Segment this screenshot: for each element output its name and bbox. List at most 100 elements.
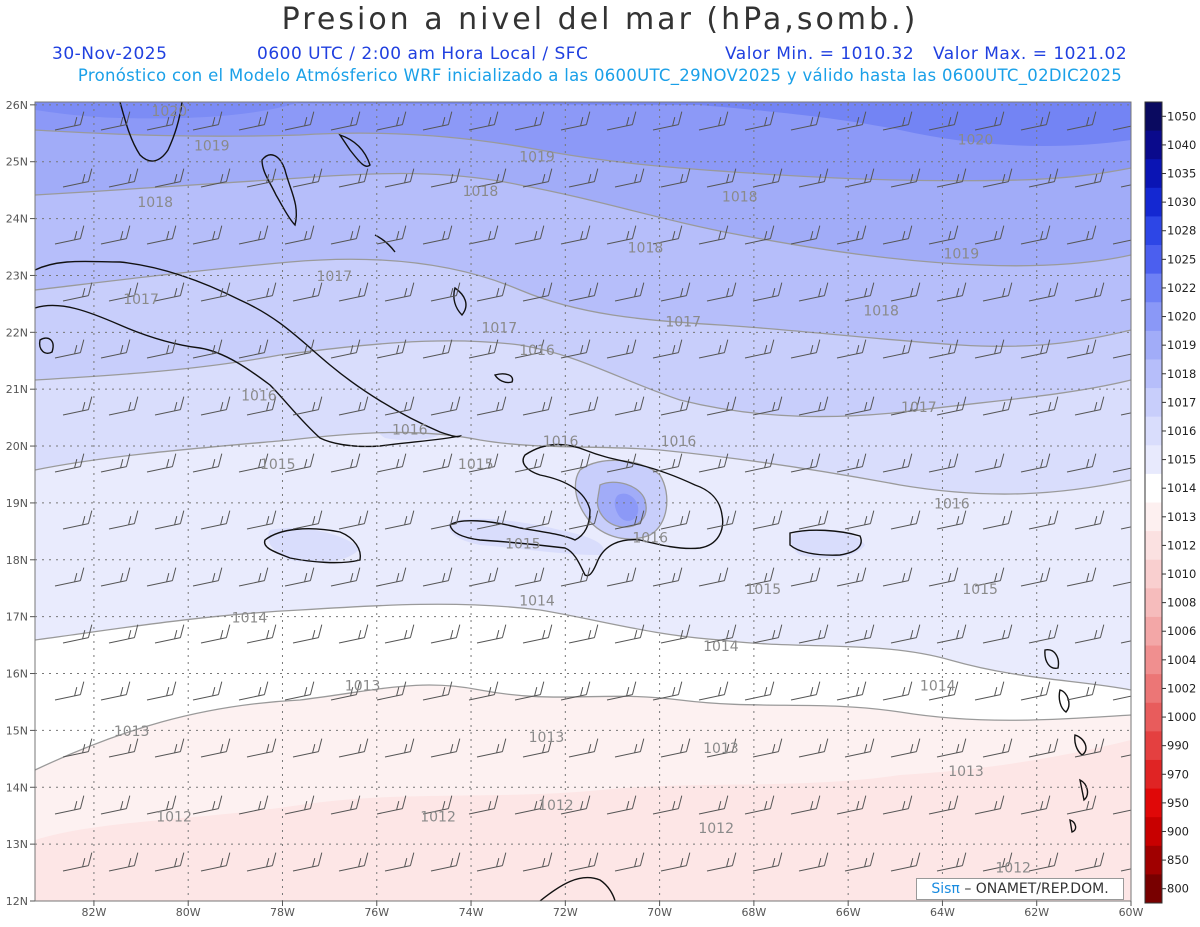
contour-label: 1012 (538, 798, 574, 814)
coast-hispaniola (449, 443, 724, 577)
band-1013 (35, 684, 1131, 840)
wind-barb (706, 396, 737, 416)
lat-tick-label: 12N (6, 895, 28, 908)
wind-barb (928, 453, 959, 473)
wind-barb (836, 453, 867, 473)
contour-label: 1013 (529, 730, 565, 746)
wind-barb (836, 567, 867, 587)
wind-barb (928, 339, 959, 359)
wind-barb (836, 795, 867, 815)
wind-barb (606, 339, 637, 359)
wind-barb (614, 282, 645, 302)
lat-axis: 26N 25N 24N 23N 22N 21N 20N 19N 18N 17N 16N 15N 14N 1… (6, 99, 35, 908)
wind-barb (422, 681, 453, 701)
wind-barb (568, 738, 599, 758)
contour-label: 1017 (482, 320, 518, 336)
wind-barb (154, 510, 185, 530)
contour-label: 1015 (962, 582, 998, 598)
wind-barb (200, 168, 231, 188)
wind-barb (292, 624, 323, 644)
wind-barb (246, 396, 277, 416)
wind-barb (330, 225, 361, 245)
wind-barb (1120, 181, 1131, 188)
wind-barb (844, 738, 875, 758)
wind-barb (330, 681, 361, 701)
wind-barb (376, 339, 407, 359)
wind-barb (338, 624, 369, 644)
wind-barb (698, 453, 729, 473)
wind-barb (376, 111, 407, 131)
colorbar-label: 1008 (1167, 596, 1196, 610)
contour-label: 1016 (934, 497, 970, 513)
lat-tick-label: 20N (6, 440, 28, 453)
wind-barb (652, 111, 683, 131)
wind-barb (1120, 295, 1131, 302)
wind-barb (614, 396, 645, 416)
wind-barb (1020, 339, 1051, 359)
wind-barb (790, 567, 821, 587)
wind-barb (798, 738, 829, 758)
lat-tick-label: 18N (6, 554, 28, 567)
wind-barb (1066, 567, 1097, 587)
wind-barb (652, 795, 683, 815)
wind-barb (882, 339, 913, 359)
lat-tick-label: 23N (6, 269, 28, 282)
band-1019 (35, 130, 1131, 266)
lat-tick-label: 21N (6, 383, 28, 396)
wind-barb (246, 852, 277, 872)
wind-barb (660, 168, 691, 188)
contour-labels: 1020 1020 1019 1019 1019 1018 1018 1018 1018 1018… (114, 104, 1031, 876)
wind-barb (936, 396, 967, 416)
wind-barb (974, 111, 1005, 131)
contour-label: 1020 (958, 133, 994, 149)
wind-barb (890, 852, 921, 872)
wind-barb (660, 738, 691, 758)
colorbar-swatch (1145, 416, 1162, 446)
wind-barb (652, 567, 683, 587)
wind-barb (752, 510, 783, 530)
wind-barb (100, 339, 131, 359)
wind-barb (974, 567, 1005, 587)
wind-barb (192, 567, 223, 587)
wind-barb (284, 795, 315, 815)
colorbar-label: 1002 (1167, 681, 1196, 695)
wind-barb (660, 396, 691, 416)
colorbar-swatch (1145, 531, 1162, 561)
wind-barb (1020, 795, 1051, 815)
contour-label: 1017 (123, 292, 159, 308)
colorbar-swatch (1145, 273, 1162, 303)
lon-tick-label: 74W (459, 906, 484, 919)
wind-barb (844, 624, 875, 644)
wind-barb (982, 282, 1013, 302)
wind-barb (1074, 168, 1105, 188)
wind-barb (430, 396, 461, 416)
wind-barb (1028, 282, 1059, 302)
wind-barb (706, 624, 737, 644)
wind-barb (560, 111, 591, 131)
wind-barb (384, 168, 415, 188)
wind-barb (384, 852, 415, 872)
wind-barb (422, 453, 453, 473)
contour-label: 1012 (420, 809, 456, 825)
wind-barb (652, 453, 683, 473)
wind-barb (606, 225, 637, 245)
wind-barb (192, 111, 223, 131)
band-1021 (35, 102, 1131, 146)
lat-tick-label: 25N (6, 156, 28, 169)
wind-barb (54, 339, 85, 359)
wind-barb (108, 852, 139, 872)
wind-barb (1066, 111, 1097, 131)
wind-barb (146, 453, 177, 473)
wind-barb (936, 738, 967, 758)
wind-barb (376, 681, 407, 701)
wind-barb (246, 624, 277, 644)
wind-barb (154, 168, 185, 188)
contour-label: 1012 (995, 861, 1031, 877)
colorbar-swatch (1145, 216, 1162, 246)
wind-barb (108, 282, 139, 302)
wind-barb (284, 567, 315, 587)
wind-barb (882, 681, 913, 701)
coast-bahamas-1 (261, 154, 297, 227)
wind-barb (238, 225, 269, 245)
